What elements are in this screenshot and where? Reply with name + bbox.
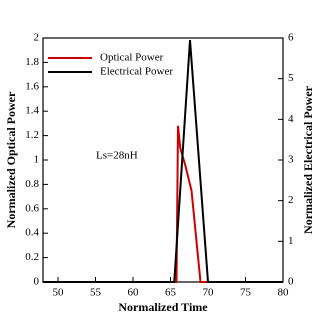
x-axis-label: Normalized Time bbox=[118, 300, 208, 314]
x-tick-label: 50 bbox=[53, 287, 65, 299]
y-tick-label: 0 bbox=[34, 276, 40, 288]
y2-tick-label: 1 bbox=[288, 235, 294, 247]
x-tick-label: 65 bbox=[165, 287, 177, 299]
y2-tick-label: 2 bbox=[288, 194, 294, 206]
y-tick-label: 1.4 bbox=[25, 105, 39, 117]
y-tick-label: 1.2 bbox=[25, 129, 39, 141]
y2-tick-label: 0 bbox=[288, 276, 294, 288]
x-tick-label: 70 bbox=[203, 287, 215, 299]
series-line bbox=[43, 125, 283, 283]
x-tick-label: 55 bbox=[90, 287, 102, 299]
y-tick-label: 2 bbox=[34, 32, 40, 44]
y-tick-label: 1.8 bbox=[25, 56, 39, 68]
y-axis-label: Normalized Optical Power bbox=[4, 91, 18, 228]
y2-tick-label: 6 bbox=[288, 32, 294, 44]
y-tick-label: 0.2 bbox=[25, 251, 39, 263]
x-tick-label: 75 bbox=[240, 287, 252, 299]
y2-tick-label: 5 bbox=[288, 72, 294, 84]
legend-label: Optical Power bbox=[100, 52, 164, 64]
y2-axis-label: Normalized Electrical Power bbox=[301, 85, 315, 234]
y2-tick-label: 4 bbox=[288, 113, 294, 125]
annotation: Ls=28nH bbox=[96, 150, 138, 162]
y-tick-label: 0.8 bbox=[25, 178, 39, 190]
legend-label: Electrical Power bbox=[100, 66, 173, 78]
x-tick-label: 60 bbox=[128, 287, 140, 299]
y-tick-label: 0.6 bbox=[25, 202, 39, 214]
series-line bbox=[43, 39, 283, 283]
y-tick-label: 0.4 bbox=[25, 227, 39, 239]
y2-tick-label: 3 bbox=[288, 154, 294, 166]
y-tick-label: 1.6 bbox=[25, 80, 39, 92]
y-tick-label: 1 bbox=[34, 154, 40, 166]
x-tick-label: 80 bbox=[278, 287, 290, 299]
